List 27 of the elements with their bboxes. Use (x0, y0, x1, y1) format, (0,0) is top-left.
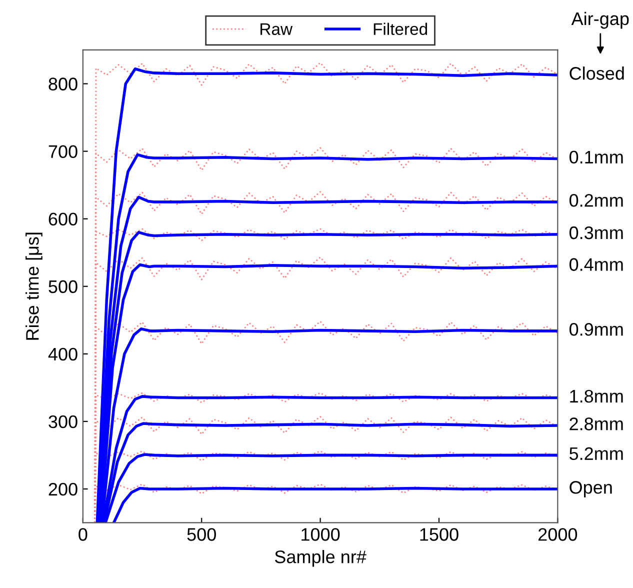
text: 0.1mm (569, 150, 623, 164)
legend-label: Raw (260, 23, 293, 36)
text: 0.4mm (569, 258, 623, 271)
y-tick-label: 200 (48, 482, 78, 496)
text: 1.8mm (570, 390, 623, 403)
x-tick-label: 2000 (538, 528, 578, 541)
text: Air-gap (571, 12, 629, 29)
y-tick-label: 800 (48, 78, 78, 90)
x-axis-title: Sample nr# (274, 550, 366, 567)
y-tick-label: 500 (48, 280, 78, 294)
y-axis-title: Rise time [μs] (26, 232, 42, 340)
text: Open (570, 481, 612, 498)
y-tick-label: 400 (48, 348, 78, 361)
text: 5.2mm (570, 447, 623, 460)
x-tick-label: 1500 (420, 528, 458, 541)
text: 0.2mm (569, 194, 623, 207)
y-tick-label: 300 (48, 415, 78, 428)
x-tick-label: 0 (78, 528, 88, 541)
text: 0.9mm (569, 322, 623, 336)
legend-label: Filtered (374, 22, 428, 36)
text: 0.3mm (569, 226, 623, 240)
text: 2.8mm (570, 418, 623, 430)
y-tick-label: 600 (48, 212, 78, 226)
x-tick-label: 500 (187, 528, 216, 541)
y-tick-label: 700 (48, 145, 78, 158)
x-tick-label: 1000 (302, 528, 340, 541)
text: Closed (570, 66, 624, 80)
